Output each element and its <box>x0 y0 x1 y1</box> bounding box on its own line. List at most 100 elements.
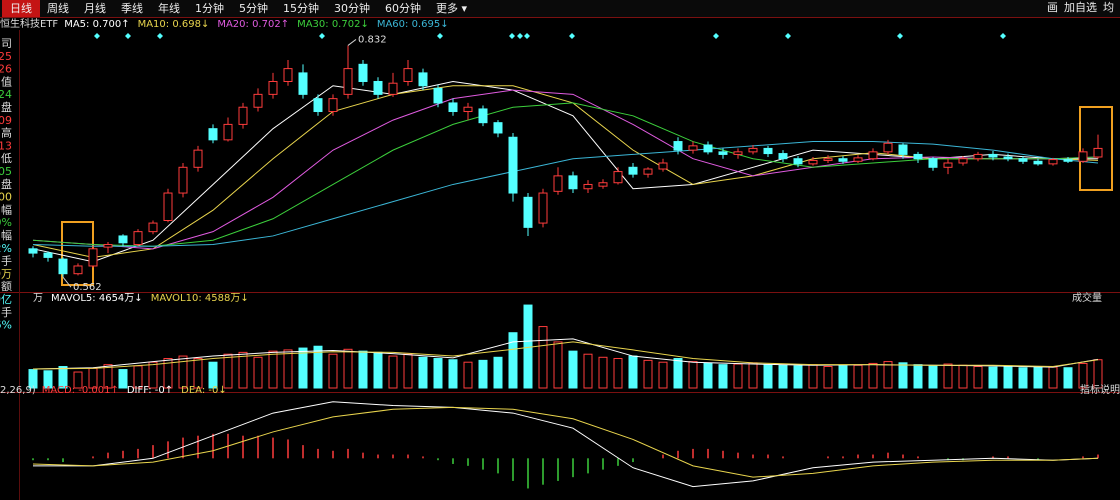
candle-body <box>463 106 473 113</box>
candle-body <box>133 231 143 246</box>
legend-item: MA60: 0.695↓ <box>377 19 449 30</box>
candle-body <box>688 145 698 151</box>
tab[interactable]: 60分钟 <box>385 1 421 15</box>
signal-marker <box>713 33 719 39</box>
volume-bar <box>673 358 683 389</box>
tab-active-bg <box>2 0 40 17</box>
volume-bar <box>58 366 68 389</box>
info-label: 值 <box>1 75 12 88</box>
candle-body <box>403 68 413 82</box>
volume-bar <box>523 304 533 389</box>
legend-item: MACD: -0.001↑ <box>42 385 119 396</box>
volume-bar <box>1063 367 1073 389</box>
signal-marker <box>157 33 163 39</box>
tab[interactable]: 周线 <box>47 1 69 15</box>
candle-body <box>643 168 653 175</box>
candle-body <box>268 80 278 95</box>
candle-body <box>388 82 398 95</box>
volume-bar <box>1018 367 1028 389</box>
candle-body <box>913 153 923 160</box>
tab[interactable]: 1分钟 <box>195 1 224 15</box>
legend-item: MA30: 0.702↓ <box>297 19 369 30</box>
volume-bar <box>733 363 743 389</box>
volume-bar <box>823 366 833 389</box>
info-label: 幅 <box>1 203 12 216</box>
volume-bar <box>763 364 773 389</box>
indicator-line <box>33 401 1099 488</box>
volume-bar <box>298 347 308 389</box>
tab[interactable]: 5分钟 <box>239 1 268 15</box>
candle-body <box>163 192 173 221</box>
volume-bar <box>583 353 593 389</box>
tab[interactable]: 季线 <box>121 1 143 15</box>
volume-bar <box>178 355 188 389</box>
candle-body <box>238 106 248 125</box>
info-label: 0亿 <box>0 293 12 306</box>
candle-body <box>988 153 998 158</box>
legend-item: MAVOL5: 4654万↓ <box>51 293 143 304</box>
volume-bar <box>493 356 503 389</box>
tab[interactable]: 15分钟 <box>283 1 319 15</box>
volume-bar <box>268 350 278 389</box>
volume-bar <box>313 345 323 389</box>
candle-body <box>178 166 188 194</box>
candle-body <box>748 147 758 153</box>
candle-body <box>553 175 563 192</box>
volume-bar <box>643 359 653 389</box>
candle-body <box>418 72 428 87</box>
volume-bar <box>193 358 203 389</box>
candle-body <box>1033 160 1043 165</box>
tab[interactable]: 30分钟 <box>334 1 370 15</box>
volume-bar <box>988 366 998 389</box>
candle-body <box>598 182 608 187</box>
info-label: 高 <box>1 126 12 140</box>
candle-body <box>823 158 833 161</box>
legend-item: MAVOL10: 4588万↓ <box>151 293 249 304</box>
candle-body <box>958 158 968 164</box>
candle-body <box>493 122 503 134</box>
candle-body <box>328 98 338 113</box>
candle-body <box>1003 156 1013 160</box>
candle-body <box>148 222 158 233</box>
indicator-line <box>32 406 1099 478</box>
info-label: 6% <box>0 319 12 332</box>
tab[interactable]: 日线 <box>10 1 32 15</box>
volume-bar <box>1033 366 1043 389</box>
info-label: 盘 <box>1 100 12 114</box>
candle-body <box>298 72 308 95</box>
unit-label: 万 <box>33 293 43 304</box>
candle-body <box>343 68 353 95</box>
candle-body <box>718 151 728 155</box>
panel-title[interactable]: 指标说明 <box>1080 383 1120 396</box>
toolbar-button[interactable]: 均 <box>1103 1 1114 14</box>
toolbar-button[interactable]: 加自选 <box>1064 1 1097 14</box>
candle-body <box>193 149 203 168</box>
toolbar-button[interactable]: 画 <box>1047 1 1058 14</box>
info-label: 0万 <box>0 267 12 280</box>
signal-marker <box>524 33 530 39</box>
candle-body <box>358 63 368 82</box>
signal-marker <box>319 33 325 39</box>
volume-bar <box>403 353 413 389</box>
candle-body <box>118 235 128 244</box>
volume-bar <box>898 362 908 389</box>
candle-body <box>628 166 638 175</box>
volume-bar <box>808 364 818 389</box>
signal-marker <box>509 33 515 39</box>
candle-body <box>508 136 518 194</box>
signal-marker <box>437 33 443 39</box>
candle-body <box>223 123 233 141</box>
info-label: 00 <box>0 191 12 204</box>
tab[interactable]: 年线 <box>158 1 180 15</box>
volume-bar <box>688 361 698 389</box>
volume-bar <box>568 350 578 389</box>
legend-item: DIFF: -0↑ <box>127 385 173 396</box>
volume-bar <box>328 353 338 389</box>
info-label: 手 <box>1 254 12 268</box>
volume-bar <box>778 364 788 389</box>
legend-item: MA5: 0.700↑ <box>64 19 129 30</box>
volume-bar <box>343 348 353 389</box>
candle-body <box>478 108 488 124</box>
tab[interactable]: 更多 ▾ <box>436 1 467 15</box>
tab[interactable]: 月线 <box>84 1 106 15</box>
